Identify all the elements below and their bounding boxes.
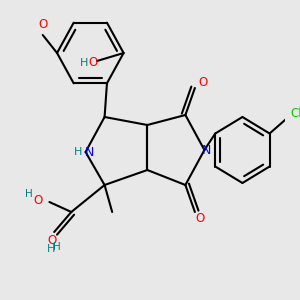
Text: O: O — [88, 56, 98, 70]
Text: H: H — [47, 244, 56, 254]
Text: O: O — [48, 233, 57, 247]
Text: O: O — [198, 76, 207, 89]
Text: Cl: Cl — [290, 107, 300, 120]
Text: H: H — [74, 147, 82, 157]
Text: N: N — [202, 143, 211, 157]
Text: N: N — [85, 146, 94, 158]
Text: H: H — [80, 58, 88, 68]
Text: H: H — [53, 242, 61, 252]
Text: O: O — [195, 212, 204, 226]
Text: O: O — [33, 194, 43, 206]
Text: O: O — [38, 19, 47, 32]
Text: H: H — [25, 189, 32, 199]
